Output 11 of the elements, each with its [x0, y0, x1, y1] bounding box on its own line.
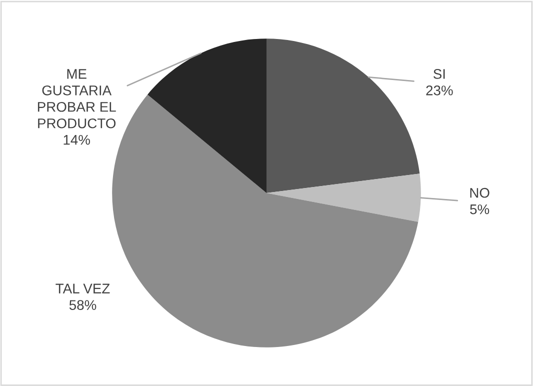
slice-label: NO [470, 188, 490, 198]
data-label: 58% [69, 300, 96, 310]
data-label: 14% [64, 134, 90, 145]
pie-slice [266, 174, 421, 222]
pie-slice [148, 38, 266, 193]
pie-slice [266, 38, 420, 193]
slice-label: ME GUSTARIA PROBAR EL PRODUCTO [38, 69, 116, 128]
slice-label: TAL VEZ [56, 284, 110, 294]
data-label: 23% [426, 86, 453, 96]
slice-label: SI [434, 69, 445, 79]
data-label: 5% [470, 204, 490, 214]
